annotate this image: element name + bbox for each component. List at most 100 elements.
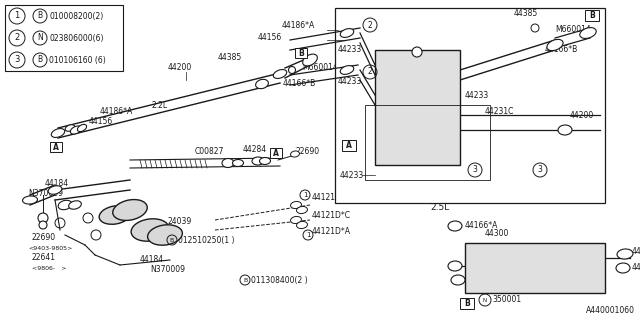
Ellipse shape	[291, 202, 301, 209]
Text: 1: 1	[14, 12, 20, 20]
Text: 22690: 22690	[295, 148, 319, 156]
Text: 3: 3	[538, 165, 543, 174]
Text: N370009: N370009	[150, 266, 185, 275]
Ellipse shape	[303, 54, 317, 66]
Text: B: B	[243, 277, 247, 283]
Ellipse shape	[99, 206, 131, 224]
Ellipse shape	[232, 159, 243, 166]
Text: 24039: 24039	[168, 218, 192, 227]
Text: 44121D*A: 44121D*A	[312, 228, 351, 236]
Text: 44284: 44284	[243, 146, 267, 155]
Ellipse shape	[616, 263, 630, 273]
Ellipse shape	[289, 67, 296, 74]
Ellipse shape	[547, 39, 563, 51]
Text: A: A	[346, 141, 352, 150]
Text: 44233: 44233	[340, 171, 364, 180]
Text: <9403-9805>: <9403-9805>	[28, 245, 72, 251]
Text: 3: 3	[472, 165, 477, 174]
Text: 44200: 44200	[168, 63, 192, 73]
Text: B: B	[589, 11, 595, 20]
Text: <9806-   >: <9806- >	[32, 266, 67, 270]
Ellipse shape	[51, 129, 65, 138]
Text: 44166*A: 44166*A	[465, 221, 499, 230]
Text: 2: 2	[367, 20, 372, 29]
Text: 44231C: 44231C	[485, 108, 515, 116]
Bar	[460, 298, 474, 309]
Text: 22641: 22641	[32, 253, 56, 262]
Ellipse shape	[113, 200, 147, 220]
Text: M660014: M660014	[555, 26, 591, 35]
Ellipse shape	[448, 261, 462, 271]
Text: 44156: 44156	[89, 117, 113, 126]
Text: 3: 3	[14, 55, 20, 65]
Text: 2: 2	[14, 34, 20, 43]
Text: 44166*A: 44166*A	[632, 246, 640, 255]
Ellipse shape	[22, 196, 38, 204]
Text: 012510250(1 ): 012510250(1 )	[178, 236, 234, 244]
Text: 44233: 44233	[465, 91, 489, 100]
Ellipse shape	[259, 157, 271, 164]
Text: 44156: 44156	[258, 34, 282, 43]
Ellipse shape	[296, 221, 307, 228]
Text: 023806000(6): 023806000(6)	[49, 34, 104, 43]
Ellipse shape	[48, 186, 62, 194]
Text: 44166*B: 44166*B	[545, 45, 579, 54]
Text: N: N	[37, 34, 43, 43]
Text: 2: 2	[367, 68, 372, 76]
Circle shape	[38, 213, 48, 223]
Ellipse shape	[291, 216, 301, 224]
Text: 44184: 44184	[45, 179, 69, 188]
Text: 44233: 44233	[338, 77, 362, 86]
Ellipse shape	[148, 225, 182, 245]
Text: 350001: 350001	[492, 295, 521, 305]
Bar	[342, 140, 356, 151]
Text: B: B	[170, 237, 174, 243]
Text: 010106160 (6): 010106160 (6)	[49, 55, 106, 65]
Text: 44186*A: 44186*A	[282, 20, 316, 29]
Ellipse shape	[222, 158, 234, 167]
Text: B: B	[37, 55, 43, 65]
Text: 44166*B: 44166*B	[283, 79, 316, 89]
Text: 011308400(2 ): 011308400(2 )	[251, 276, 308, 284]
Ellipse shape	[65, 125, 75, 131]
Text: 2.2L: 2.2L	[152, 100, 168, 109]
Ellipse shape	[58, 200, 72, 210]
Ellipse shape	[448, 221, 462, 231]
Ellipse shape	[531, 24, 539, 32]
Bar	[295, 48, 307, 58]
Text: A: A	[273, 148, 279, 157]
Ellipse shape	[296, 206, 307, 213]
Text: A: A	[53, 142, 59, 151]
Text: 44385: 44385	[514, 9, 538, 18]
Bar	[50, 142, 62, 152]
Ellipse shape	[617, 249, 633, 259]
Ellipse shape	[252, 157, 264, 165]
Ellipse shape	[291, 151, 300, 157]
Text: 44166*A: 44166*A	[632, 263, 640, 273]
Text: 44200: 44200	[570, 110, 595, 119]
Text: N370009: N370009	[28, 189, 63, 198]
Text: 44385: 44385	[218, 52, 243, 61]
Text: 44300: 44300	[485, 228, 509, 237]
Ellipse shape	[70, 126, 82, 134]
Circle shape	[39, 221, 47, 229]
Text: 44186*A: 44186*A	[100, 108, 133, 116]
Text: 1: 1	[306, 232, 310, 238]
Ellipse shape	[558, 125, 572, 135]
Bar	[585, 10, 599, 21]
Text: N: N	[483, 298, 487, 302]
Bar	[375, 50, 460, 165]
Ellipse shape	[451, 275, 465, 285]
Bar	[335, 8, 605, 203]
Bar	[465, 243, 605, 293]
Text: A440001060: A440001060	[586, 306, 635, 315]
Bar	[365, 105, 490, 180]
Text: B: B	[37, 12, 43, 20]
Text: 22690: 22690	[32, 233, 56, 242]
Ellipse shape	[412, 47, 422, 57]
Bar	[270, 148, 282, 158]
Ellipse shape	[131, 219, 169, 241]
Text: 44184: 44184	[140, 255, 164, 265]
Text: B: B	[464, 299, 470, 308]
Text: 1: 1	[303, 192, 307, 198]
